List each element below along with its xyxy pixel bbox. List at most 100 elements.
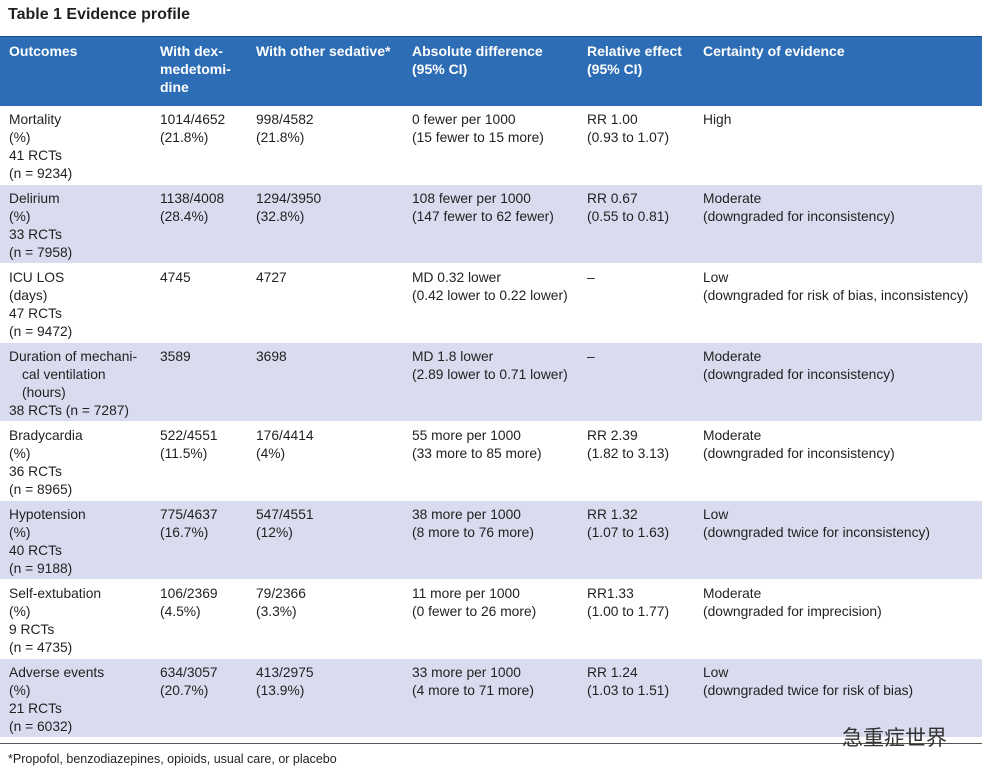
table-cell: – (587, 269, 595, 287)
cell-line: (16.7%) (160, 525, 209, 540)
cell-line: Duration of mechani- (9, 349, 138, 364)
cell-line: (downgraded for inconsistency) (703, 446, 895, 461)
table-cell: RR 1.32 (1.07 to 1.63) (587, 506, 669, 542)
table-cell: With other sedative* (256, 42, 390, 60)
cell-line: Adverse events (9, 665, 105, 680)
table-cell: 998/4582 (21.8%) (256, 111, 314, 147)
cell-line: Delirium (9, 191, 60, 206)
cell-line: (%) (9, 130, 31, 145)
cell-line: With dex- (160, 43, 223, 59)
cell-line: (downgraded for imprecision) (703, 604, 882, 619)
cell-line: (1.00 to 1.77) (587, 604, 670, 619)
table-cell: 1138/4008 (28.4%) (160, 190, 224, 226)
cell-line: (95% CI) (412, 61, 468, 77)
cell-line: Relative effect (587, 43, 682, 59)
table-row: Adverse events (%) 21 RCTs (n = 6032) 634/30… (0, 659, 982, 737)
cell-line: 55 more per 1000 (412, 428, 521, 443)
cell-line: (13.9%) (256, 683, 305, 698)
cell-line: (2.89 lower to 0.71 lower) (412, 367, 568, 382)
cell-line: RR1.33 (587, 586, 634, 601)
cell-line: 547/4551 (256, 507, 314, 522)
table-cell: 11 more per 1000 (0 fewer to 26 more) (412, 585, 536, 621)
cell-line: (4%) (256, 446, 286, 461)
cell-line: (downgraded for inconsistency) (703, 209, 895, 224)
cell-line: (n = 7958) (9, 245, 73, 260)
cell-line: 33 RCTs (9, 227, 62, 242)
cell-line: 21 RCTs (9, 701, 62, 716)
table-cell: 1294/3950 (32.8%) (256, 190, 321, 226)
cell-line: Certainty of evidence (703, 43, 845, 59)
table-cell: RR 1.00 (0.93 to 1.07) (587, 111, 669, 147)
table-cell: RR 0.67 (0.55 to 0.81) (587, 190, 669, 226)
cell-line: RR 1.00 (587, 112, 638, 127)
table-cell: Delirium (%) 33 RCTs (n = 7958) (9, 190, 72, 262)
cell-line: (4 more to 71 more) (412, 683, 534, 698)
cell-line: (n = 9472) (9, 324, 73, 339)
cell-line: (n = 9188) (9, 561, 73, 576)
cell-line: (n = 9234) (9, 166, 73, 181)
cell-line: 4745 (160, 270, 191, 285)
table-row: Hypotension (%) 40 RCTs (n = 9188) 775/4637 (… (0, 501, 982, 579)
table-cell: MD 1.8 lower (2.89 lower to 0.71 lower) (412, 348, 568, 384)
table-row: Self-extubation (%) 9 RCTs (n = 4735) 106/23… (0, 580, 982, 658)
table-cell: 55 more per 1000 (33 more to 85 more) (412, 427, 542, 463)
cell-line: (downgraded for inconsistency) (703, 367, 895, 382)
table-cell: Certainty of evidence (703, 42, 845, 60)
cell-line: (28.4%) (160, 209, 209, 224)
table-cell: – (587, 348, 595, 366)
cell-line: (hours) (22, 385, 66, 400)
watermark: 急重症世界 (842, 727, 947, 750)
cell-line: 3589 (160, 349, 191, 364)
table-cell: Low (downgraded twice for inconsistency) (703, 506, 930, 542)
cell-line: 11 more per 1000 (412, 586, 520, 601)
cell-line: Low (703, 665, 729, 680)
table-cell: 1014/4652 (21.8%) (160, 111, 225, 147)
table-title: Table 1 Evidence profile (8, 6, 190, 23)
table-cell: 0 fewer per 1000 (15 fewer to 15 more) (412, 111, 544, 147)
table-cell: 4727 (256, 269, 287, 287)
cell-line: (21.8%) (160, 130, 209, 145)
table-cell: High (703, 111, 731, 129)
table-cell: 634/3057 (20.7%) (160, 664, 218, 700)
cell-line: (11.5%) (160, 446, 208, 461)
cell-line: (4.5%) (160, 604, 201, 619)
cell-line: 0 fewer per 1000 (412, 112, 516, 127)
cell-line: 4727 (256, 270, 287, 285)
cell-line: Hypotension (9, 507, 86, 522)
cell-line: 1138/4008 (160, 191, 225, 206)
cell-line: (%) (9, 604, 31, 619)
cell-line: (n = 8965) (9, 482, 73, 497)
cell-line: (%) (9, 683, 31, 698)
cell-line: 413/2975 (256, 665, 314, 680)
cell-line: Moderate (703, 428, 762, 443)
table-header: Outcomes With dex-medetomi-dine With other… (0, 36, 982, 106)
cell-line: (0.93 to 1.07) (587, 130, 670, 145)
cell-line: 36 RCTs (9, 464, 62, 479)
cell-line: (95% CI) (587, 61, 643, 77)
cell-line: 3698 (256, 349, 287, 364)
cell-line: Moderate (703, 349, 762, 364)
table-cell: Low (downgraded for risk of bias, inconsi… (703, 269, 968, 305)
cell-line: (15 fewer to 15 more) (412, 130, 544, 145)
table-cell: Low (downgraded twice for risk of bias) (703, 664, 913, 700)
cell-line: medetomi- (160, 61, 231, 77)
cell-line: (147 fewer to 62 fewer) (412, 209, 554, 224)
cell-line: – (587, 270, 595, 285)
cell-line: 998/4582 (256, 112, 314, 127)
table-cell: Adverse events (%) 21 RCTs (n = 6032) (9, 664, 104, 736)
table-cell: Absolute difference (95% CI) (412, 42, 543, 78)
table-cell: Mortality (%) 41 RCTs (n = 9234) (9, 111, 72, 183)
table-cell: 775/4637 (16.7%) (160, 506, 218, 542)
cell-line: (20.7%) (160, 683, 209, 698)
cell-line: (1.82 to 3.13) (587, 446, 670, 461)
cell-line: Moderate (703, 586, 762, 601)
cell-line: (downgraded twice for inconsistency) (703, 525, 930, 540)
table-cell: 176/4414 (4%) (256, 427, 314, 463)
cell-line: dine (160, 79, 189, 95)
table-cell: 413/2975 (13.9%) (256, 664, 314, 700)
cell-line: 775/4637 (160, 507, 218, 522)
table-rule (0, 743, 982, 744)
cell-line: (n = 4735) (9, 640, 73, 655)
table-cell: Moderate (downgraded for inconsistency) (703, 348, 895, 384)
